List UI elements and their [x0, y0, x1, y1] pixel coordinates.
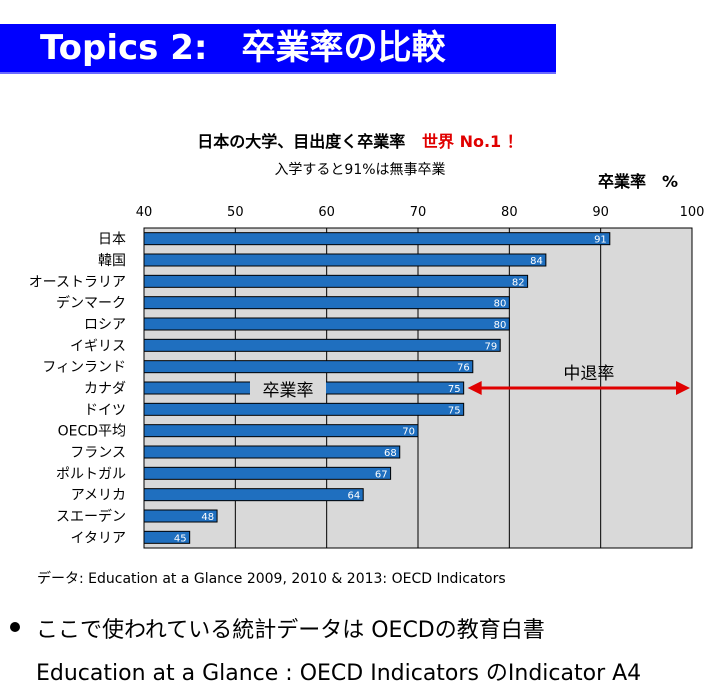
category-label: OECD平均 — [58, 424, 126, 440]
x-tick-label: 100 — [680, 205, 705, 220]
bar — [143, 445, 401, 459]
category-label: イギリス — [70, 338, 126, 354]
data-label: 82 — [512, 277, 525, 288]
chart-title-highlight: 世界 No.1 ！ — [422, 132, 523, 151]
category-label: デンマーク — [56, 295, 126, 312]
bar — [143, 488, 364, 502]
category-label: オーストラリア — [29, 274, 126, 290]
x-tick-label: 50 — [227, 205, 244, 220]
data-label: 48 — [201, 512, 214, 523]
category-label: カナダ — [84, 381, 126, 397]
data-label: 79 — [484, 341, 497, 352]
graduation-label: 卒業率 — [263, 381, 314, 401]
chart-subtitle: 入学すると91%は無事卒業 — [274, 162, 446, 178]
category-label: イタリア — [71, 530, 126, 546]
data-label: 68 — [384, 448, 397, 459]
x-tick-label: 40 — [136, 205, 153, 220]
data-label: 64 — [347, 491, 360, 502]
graduation-label-box — [250, 378, 326, 402]
category-label: ドイツ — [84, 402, 126, 418]
bullet-text-line-1: ここで使われている統計データは OECDの教育白書 — [36, 618, 545, 643]
x-tick-label: 60 — [318, 205, 335, 220]
bullet-text-line-2: Education at a Glance : OECD Indicators … — [36, 661, 642, 686]
data-label: 80 — [494, 320, 507, 331]
source-footnote: データ: Education at a Glance 2009, 2010 & … — [37, 571, 506, 587]
data-label: 75 — [448, 405, 461, 416]
chart-title-main: 日本の大学、目出度く卒業率 — [197, 132, 406, 151]
chart-title: 日本の大学、目出度く卒業率 世界 No.1 ！ — [0, 128, 720, 152]
bar — [143, 360, 474, 374]
x-tick-label: 70 — [410, 205, 427, 220]
data-label: 45 — [174, 533, 187, 544]
dropout-arrowhead-right — [676, 381, 690, 395]
data-label: 76 — [457, 363, 470, 374]
bar-chart: 40 50 60 70 80 90 100 日本 91 韓国 84 オーストラリア 82 デンマーク 80 ロ… — [29, 205, 705, 549]
bar — [143, 232, 611, 246]
dropout-arrowhead-left — [467, 381, 482, 395]
dropout-label: 中退率 — [563, 364, 614, 384]
data-label: 67 — [375, 469, 388, 480]
bar — [143, 338, 501, 352]
category-label: 韓国 — [98, 253, 126, 269]
page-title: Topics 2: 卒業率の比較 — [40, 28, 446, 68]
bar — [143, 509, 218, 523]
category-label: スエーデン — [56, 508, 126, 525]
data-label: 75 — [448, 384, 461, 395]
data-label: 80 — [494, 299, 507, 310]
x-tick-label: 80 — [501, 205, 518, 220]
value-axis-label: 卒業率 % — [598, 172, 679, 191]
category-label: フランス — [70, 445, 126, 461]
category-label: ポルトガル — [56, 466, 126, 482]
title-banner: Topics 2: 卒業率の比較 — [0, 24, 556, 74]
bar — [143, 274, 529, 288]
category-label: ロシア — [84, 317, 126, 333]
bar — [143, 253, 547, 267]
category-label: フィンランド — [42, 360, 126, 376]
bullet-dot — [10, 622, 20, 632]
bar — [143, 530, 191, 544]
bar — [143, 466, 392, 480]
bar — [143, 296, 510, 310]
bar — [143, 424, 419, 438]
data-label: 70 — [402, 427, 415, 438]
category-label: アメリカ — [71, 488, 126, 504]
bar — [143, 317, 510, 331]
category-label: 日本 — [98, 232, 126, 248]
x-tick-label: 90 — [592, 205, 609, 220]
data-label: 84 — [530, 256, 543, 267]
bar — [143, 402, 465, 416]
data-label: 91 — [594, 235, 607, 246]
